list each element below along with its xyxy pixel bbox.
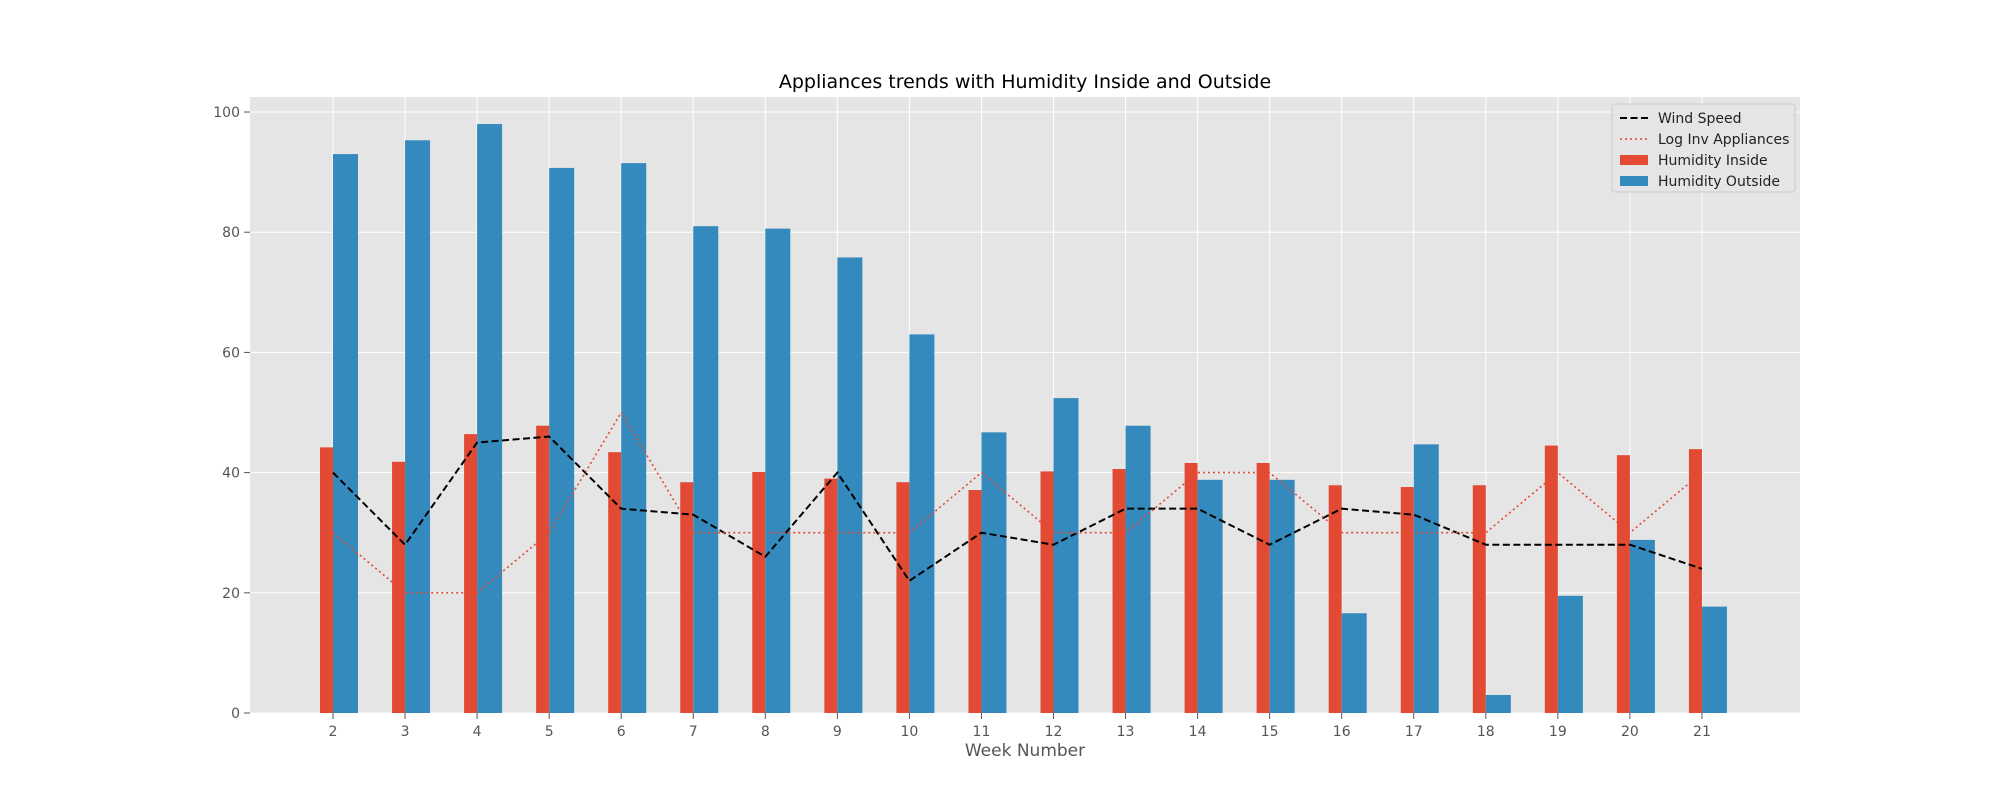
bar-humidity-inside [536, 425, 550, 713]
bar-humidity-inside [1040, 471, 1054, 713]
legend-item: Humidity Outside [1620, 174, 1780, 190]
x-tick-label: 11 [973, 724, 991, 740]
x-tick-label: 9 [833, 724, 842, 740]
x-tick-label: 14 [1189, 724, 1207, 740]
bar-humidity-outside [333, 154, 358, 714]
lines-layer [332, 410, 1703, 594]
legend-box [1611, 103, 1796, 193]
x-tick-label: 17 [1405, 724, 1423, 740]
bar-humidity-outside [1197, 479, 1223, 713]
bar-humidity-inside [320, 447, 333, 713]
bar-humidity-inside [824, 478, 838, 713]
bar-humidity-outside [1053, 398, 1079, 713]
legend-swatch-bar [1620, 176, 1648, 186]
bar-humidity-inside [968, 490, 982, 713]
bar-humidity-inside [1328, 485, 1342, 713]
line-wind-speed [332, 435, 1703, 583]
bar-humidity-outside [477, 124, 503, 714]
x-axis-label: Week Number [965, 741, 1085, 761]
x-tick-label: 21 [1693, 724, 1711, 740]
bar-humidity-outside [765, 228, 791, 714]
x-tick-label: 16 [1333, 724, 1351, 740]
x-tick-label: 19 [1549, 724, 1567, 740]
bar-humidity-inside [1616, 455, 1630, 713]
legend-item: Wind Speed [1620, 111, 1742, 127]
bar-humidity-inside [1256, 462, 1270, 713]
bar-humidity-inside [1400, 487, 1414, 713]
x-tick-label: 3 [401, 724, 410, 740]
line-log-inv-appliances [332, 410, 1703, 594]
legend-label: Log Inv Appliances [1658, 132, 1789, 148]
bar-humidity-inside [896, 482, 910, 713]
x-tick-label: 18 [1477, 724, 1495, 740]
x-tick-label: 8 [761, 724, 770, 740]
bar-humidity-inside [1184, 462, 1198, 713]
legend-item: Humidity Inside [1620, 153, 1768, 169]
bars-layer [320, 124, 1727, 714]
y-tick-label: 40 [222, 466, 240, 482]
legend-label: Humidity Outside [1658, 174, 1780, 190]
y-tick-label: 60 [222, 345, 240, 361]
bar-humidity-inside [680, 482, 694, 713]
x-tick-label: 20 [1621, 724, 1639, 740]
x-tick-label: 6 [617, 724, 626, 740]
y-tick-label: 20 [222, 586, 240, 602]
bar-humidity-outside [405, 140, 431, 713]
bar-humidity-outside [693, 226, 719, 713]
bar-humidity-outside [1269, 479, 1295, 713]
legend-swatch-bar [1620, 155, 1648, 165]
bar-humidity-inside [1688, 449, 1702, 713]
legend-label: Humidity Inside [1658, 153, 1768, 169]
plot-background [250, 97, 1800, 713]
bar-humidity-outside [1557, 595, 1583, 713]
bar-humidity-outside [1629, 539, 1655, 713]
bar-humidity-outside [1701, 606, 1727, 713]
bar-humidity-outside [1341, 613, 1367, 713]
x-tick-label: 15 [1261, 724, 1279, 740]
bar-humidity-inside [752, 472, 766, 713]
y-tick-label: 80 [222, 225, 240, 241]
bar-humidity-outside [1485, 694, 1511, 713]
bar-humidity-inside [464, 434, 478, 713]
bar-humidity-inside [1544, 445, 1558, 713]
y-tick-label: 0 [231, 706, 240, 722]
bar-humidity-inside [1472, 485, 1486, 713]
x-tick-label: 4 [473, 724, 482, 740]
legend: Wind Speed Log Inv Appliances Humidity Ins… [1611, 103, 1796, 193]
legend-item: Log Inv Appliances [1620, 132, 1789, 148]
x-tick-label: 2 [329, 724, 338, 740]
bar-humidity-outside [621, 163, 647, 714]
x-tick-label: 12 [1045, 724, 1063, 740]
x-tick-label: 13 [1117, 724, 1135, 740]
legend-label: Wind Speed [1658, 111, 1742, 127]
chart-title: Appliances trends with Humidity Inside a… [779, 71, 1271, 93]
x-tick-label: 10 [900, 724, 918, 740]
bar-humidity-outside [837, 257, 863, 713]
ticks-layer: 0 20 40 60 80 100 2 3 4 5 6 7 8 9 10 11 12 13 14 15 16 17 18 19… [213, 105, 1711, 740]
bar-humidity-outside [909, 334, 935, 713]
x-tick-label: 7 [689, 724, 698, 740]
y-tick-label: 100 [213, 105, 240, 121]
bar-humidity-inside [608, 452, 622, 713]
bar-humidity-outside [981, 432, 1007, 713]
x-tick-label: 5 [545, 724, 554, 740]
bar-humidity-outside [1413, 444, 1439, 713]
bar-humidity-outside [1125, 425, 1151, 713]
bar-humidity-inside [1112, 469, 1126, 713]
